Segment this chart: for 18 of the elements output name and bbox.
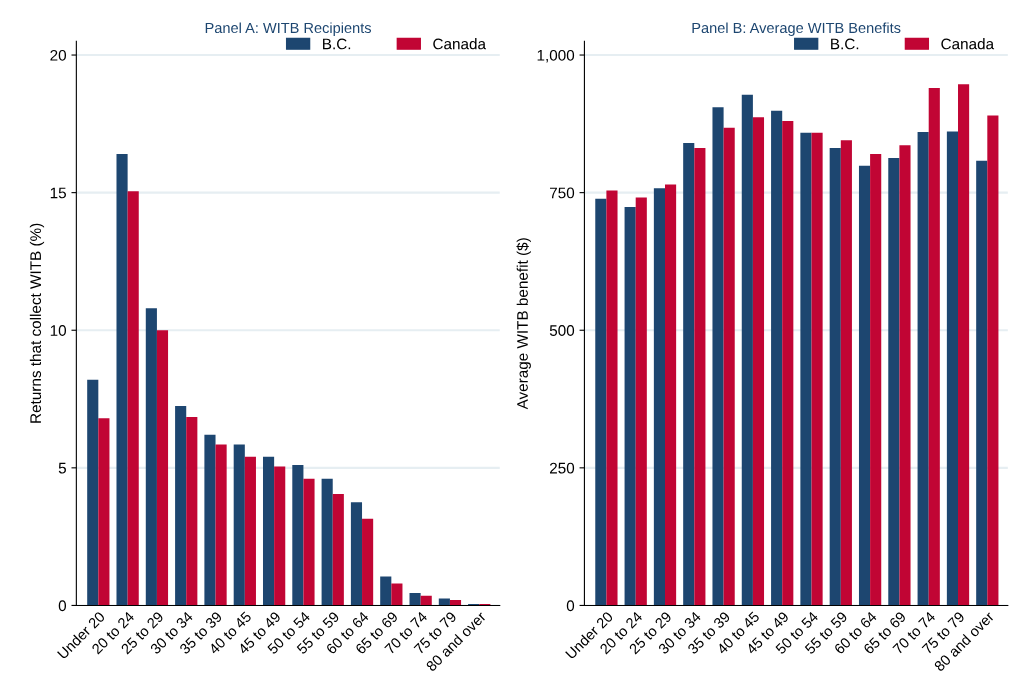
chart-title: Panel B: Average WITB Benefits xyxy=(692,22,901,36)
y-tick-label: 500 xyxy=(549,325,575,336)
y-tick-label: 5 xyxy=(58,462,66,474)
y-tick-label: 250 xyxy=(549,462,575,474)
y-tick-label: 0 xyxy=(58,600,67,612)
legend-label: Canada xyxy=(433,38,486,50)
y-tick-label: 750 xyxy=(550,187,575,199)
legend-label: B.C. xyxy=(831,38,859,50)
chart-title: Panel A: WITB Recipients xyxy=(205,22,372,36)
y-tick-label: 0 xyxy=(566,600,575,612)
y-tick-label: 20 xyxy=(50,49,67,61)
y-tick-label: 15 xyxy=(50,187,66,199)
y-tick-label: 10 xyxy=(50,325,67,336)
legend-label: Canada xyxy=(941,38,995,50)
y-axis-title: Average WITB benefit ($) xyxy=(516,238,531,410)
y-tick-label: 1,000 xyxy=(537,49,575,63)
y-axis-title: Returns that collect WITB (%) xyxy=(29,223,45,423)
legend-label: B.C. xyxy=(323,38,351,50)
